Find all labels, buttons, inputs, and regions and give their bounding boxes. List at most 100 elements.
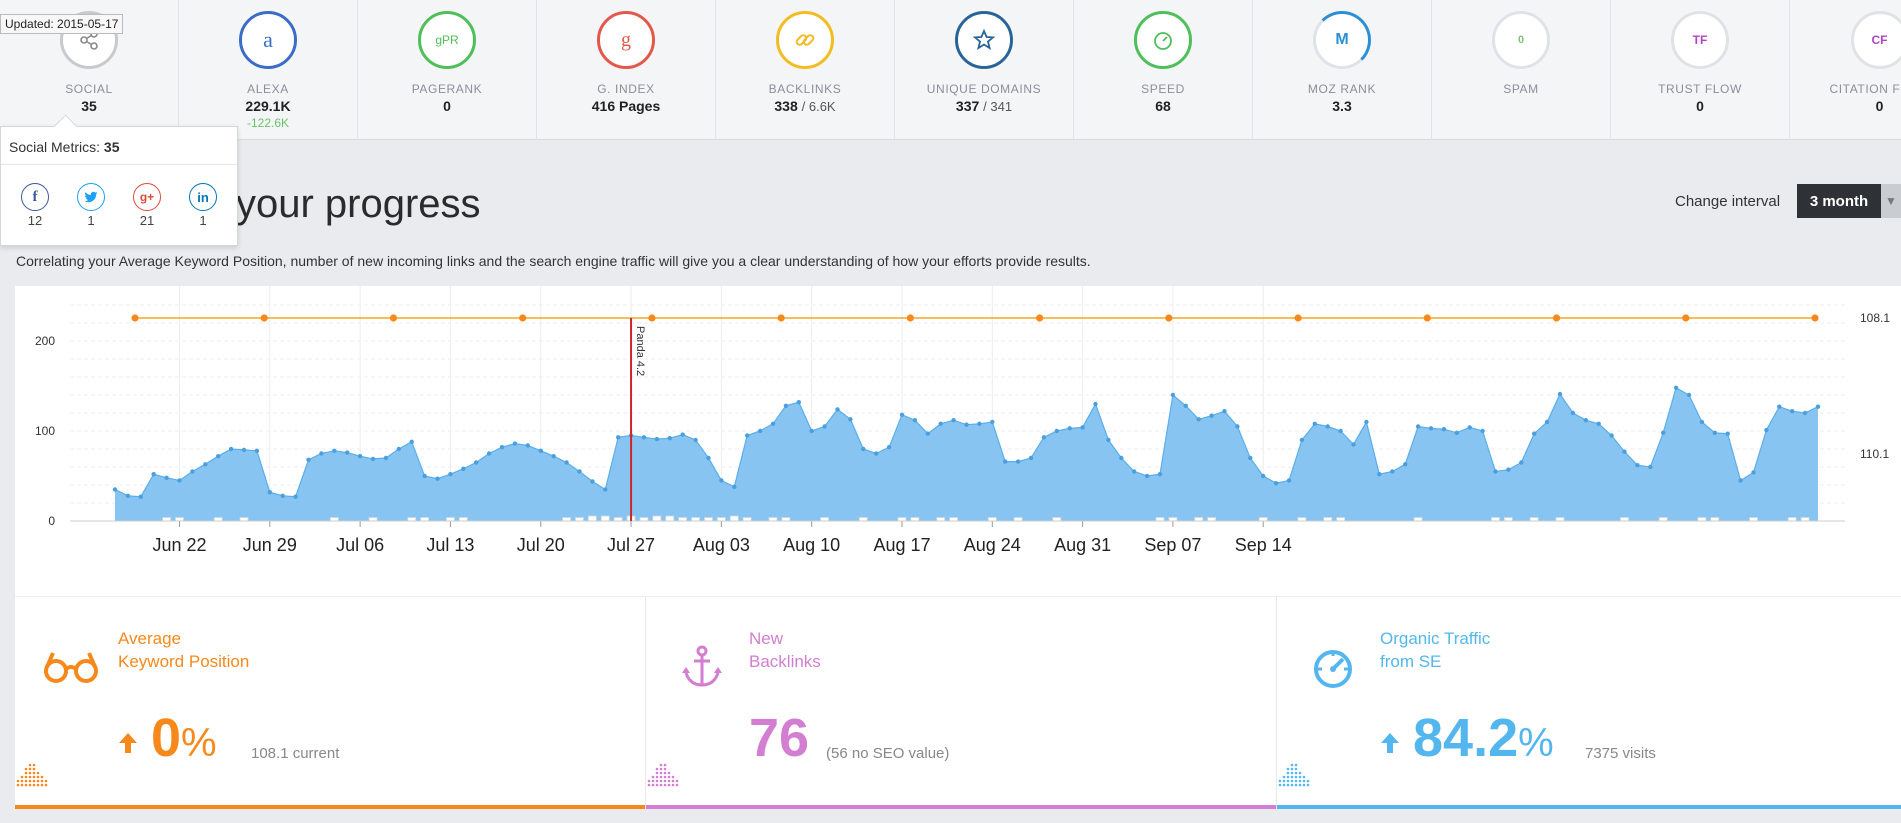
traffic-point: [1015, 459, 1021, 464]
traffic-point: [1377, 472, 1382, 477]
traffic-point: [1454, 430, 1460, 435]
traffic-point: [1054, 428, 1060, 434]
traffic-point: [1157, 472, 1163, 477]
traffic-point: [345, 450, 350, 455]
histogram-dot: [28, 763, 32, 767]
traffic-point: [293, 494, 298, 499]
backlink-bar: [949, 517, 958, 522]
traffic-point: [241, 447, 247, 453]
metric-pagerank[interactable]: gPR PAGERANK 0: [358, 0, 537, 140]
social-metrics-popup: Social Metrics: 35 f 12 1 g+ 21 in 1: [0, 126, 238, 246]
backlink-bar: [665, 515, 675, 522]
traffic-point: [1183, 403, 1189, 408]
metric-label: ALEXA: [247, 82, 289, 96]
traffic-point: [951, 418, 956, 423]
traffic-point: [383, 455, 389, 461]
traffic-point: [1067, 426, 1072, 431]
annotation-label: Panda 4.2: [634, 326, 646, 376]
google-plus-icon: g+: [133, 183, 161, 211]
chevron-down-icon[interactable]: ▼: [1881, 184, 1901, 218]
histogram-dot: [20, 775, 24, 779]
histogram-dot: [647, 783, 651, 787]
metric-moz-rank[interactable]: M MOZ RANK 3.3: [1253, 0, 1432, 140]
social-network-twitter[interactable]: 1: [63, 183, 119, 228]
social-network-google-plus[interactable]: g+ 21: [119, 183, 175, 228]
backlink-bar: [897, 517, 907, 522]
histogram-dot: [16, 783, 20, 787]
traffic-point: [1506, 467, 1511, 472]
traffic-point: [667, 436, 672, 441]
traffic-point: [1170, 392, 1176, 398]
updated-tooltip: Updated: 2015-05-17: [0, 14, 124, 34]
social-network-linkedin[interactable]: in 1: [175, 183, 231, 228]
metric-citation-flow[interactable]: CF CITATION FLOW 0: [1790, 0, 1901, 140]
progress-chart-svg: 200 100 0 Jun 22 Jun 29 Jul 06 Jul 13 Jul 20 Jul…: [35, 286, 1890, 555]
traffic-point: [138, 494, 143, 499]
traffic-point: [1222, 409, 1227, 414]
traffic-point: [1622, 449, 1627, 454]
traffic-point: [732, 484, 737, 489]
backlink-bar: [600, 515, 610, 522]
metric-spam[interactable]: 0 SPAM: [1432, 0, 1611, 140]
metric-google-index[interactable]: g G. INDEX 416 Pages: [537, 0, 716, 140]
traffic-point: [938, 421, 943, 426]
traffic-point: [409, 439, 414, 444]
backlink-bar: [910, 517, 920, 522]
interval-select[interactable]: 3 month: [1797, 184, 1881, 218]
histogram-dot: [1286, 783, 1290, 787]
traffic-point: [745, 433, 750, 438]
traffic-point: [1493, 469, 1498, 474]
backlink-bar: [175, 517, 184, 522]
traffic-point: [886, 445, 892, 450]
social-network-facebook[interactable]: f 12: [7, 183, 63, 228]
histogram-dot: [655, 779, 659, 783]
traffic-point: [1764, 427, 1769, 433]
traffic-point: [964, 422, 969, 427]
backlink-bar: [742, 517, 752, 522]
metric-value: 416 Pages: [591, 98, 661, 114]
metric-unique-domains[interactable]: UNIQUE DOMAINS 337 / 341: [895, 0, 1074, 140]
metric-value: 337 / 341: [955, 98, 1013, 114]
metric-speed[interactable]: SPEED 68: [1074, 0, 1253, 140]
card-new-backlinks[interactable]: New Backlinks 76 (56 no SEO value): [646, 597, 1277, 809]
histogram-dot: [655, 767, 659, 771]
star-icon: [955, 11, 1013, 69]
backlink-bar: [329, 517, 339, 522]
traffic-point: [177, 478, 182, 483]
histogram-dot: [1302, 779, 1306, 783]
card-organic-traffic[interactable]: Organic Traffic from SE 84.2% 7375 visits: [1277, 597, 1901, 809]
metric-label: G. INDEX: [597, 82, 655, 96]
traffic-point: [783, 403, 789, 408]
metric-trust-flow[interactable]: TF TRUST FLOW 0: [1611, 0, 1790, 140]
traffic-point: [1609, 433, 1614, 438]
metric-label: SOCIAL: [65, 82, 113, 96]
glasses-icon: [43, 643, 99, 689]
card-title: Average Keyword Position: [118, 629, 250, 671]
traffic-point: [1403, 462, 1408, 467]
card-note: 108.1 current: [251, 745, 340, 762]
metric-backlinks[interactable]: BACKLINKS 338 / 6.6K: [716, 0, 895, 140]
traffic-point: [1583, 418, 1589, 423]
traffic-point: [641, 435, 647, 440]
traffic-point: [564, 460, 569, 465]
histogram-dot: [663, 775, 667, 779]
histogram-dot: [667, 783, 671, 787]
social-count: 1: [199, 213, 207, 228]
x-tick-label: Jul 27: [607, 535, 655, 555]
traffic-point: [977, 421, 982, 426]
traffic-point: [319, 451, 324, 456]
backlink-bar: [1503, 517, 1513, 522]
histogram-dot: [24, 775, 28, 779]
histogram-dot: [655, 771, 659, 775]
traffic-point: [603, 487, 608, 492]
x-tick-label: Jun 29: [243, 535, 297, 555]
histogram-dot: [675, 779, 679, 783]
metric-alexa[interactable]: a ALEXA 229.1K -122.6K: [179, 0, 358, 140]
y-right-tick-label: 108.1: [1860, 311, 1890, 325]
histogram-dot: [659, 779, 663, 783]
backlink-bar: [1052, 517, 1062, 522]
histogram-dot: [1298, 775, 1302, 779]
traffic-point: [357, 454, 363, 459]
card-keyword-position[interactable]: Average Keyword Position 0% 108.1 current: [15, 597, 646, 809]
backlink-bar: [1710, 517, 1720, 522]
